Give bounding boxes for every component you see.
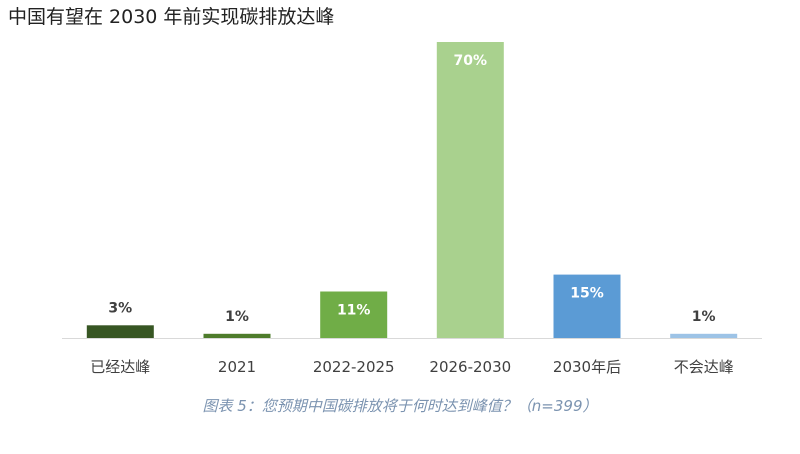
figure-caption: 图表 5：您预期中国碳排放将于何时达到峰值？（n=399）: [202, 397, 598, 415]
bars-group: 3% 已经达峰 1% 2021 11% 2022-2025 70% 2026-2030 15% 2…: [86, 42, 738, 376]
bar-chart: 3% 已经达峰 1% 2021 11% 2022-2025 70% 2026-2030 15% 2…: [62, 42, 762, 376]
data-label-1: 1%: [225, 309, 249, 325]
bar-1: [203, 333, 271, 338]
chart-title: 中国有望在 2030 年前实现碳排放达峰: [8, 6, 335, 28]
data-label-2: 11%: [337, 303, 371, 319]
bar-4: [553, 274, 621, 338]
bar-2: [320, 291, 388, 338]
x-tick-label-5: 不会达峰: [674, 358, 734, 376]
bar-5: [670, 333, 738, 338]
data-label-4: 15%: [570, 286, 604, 302]
data-label-3: 70%: [454, 53, 488, 69]
bar-0: [86, 325, 154, 338]
x-tick-label-4: 2030年后: [553, 358, 621, 376]
x-tick-label-2: 2022-2025: [313, 358, 395, 376]
x-tick-label-1: 2021: [218, 358, 256, 376]
data-label-0: 3%: [108, 300, 132, 316]
x-tick-label-3: 2026-2030: [429, 358, 511, 376]
data-label-5: 1%: [692, 309, 716, 325]
x-tick-label-0: 已经达峰: [90, 358, 150, 376]
bar-3: [436, 42, 504, 338]
